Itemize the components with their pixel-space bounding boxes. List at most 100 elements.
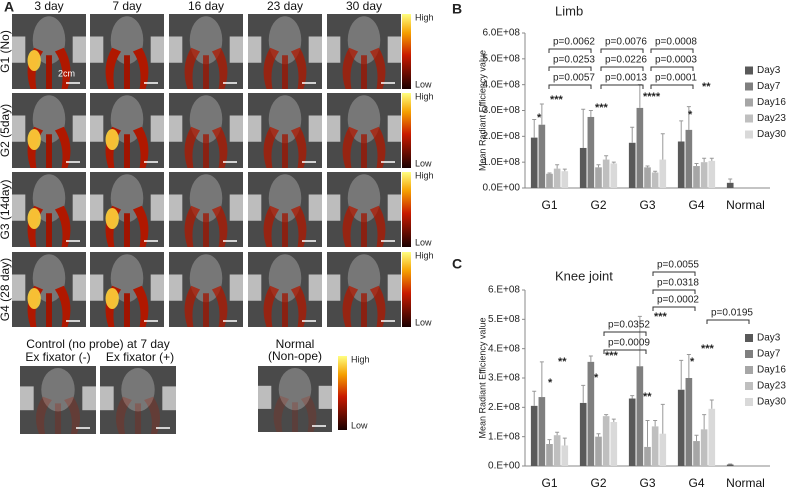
scale-label: 2cm [58, 68, 75, 78]
tile-pad [90, 36, 104, 63]
signal [54, 205, 71, 247]
signal [369, 205, 386, 247]
tile-pad [327, 36, 341, 63]
y-tick-label: 6.0E+08 [482, 28, 520, 39]
signal [290, 205, 307, 247]
signal [211, 47, 228, 89]
error-bar [728, 463, 733, 465]
tile-pad [12, 115, 26, 142]
bar [726, 464, 734, 466]
error-bar [604, 414, 609, 417]
signal [342, 205, 359, 247]
x-tick-label: G1 [541, 198, 557, 212]
bar [628, 142, 636, 188]
image-tile [20, 366, 96, 434]
chart-title: Limb [555, 3, 583, 18]
y-tick-label: 1.E+08 [488, 431, 520, 442]
tile-pad [169, 115, 183, 142]
annotation: p=0.0318 [657, 278, 699, 289]
signal [282, 213, 288, 247]
annotation: ** [643, 391, 652, 403]
bracket [548, 84, 592, 89]
annotation: * [690, 356, 695, 368]
error-bar [637, 84, 642, 108]
error-bar [596, 164, 601, 168]
x-tick-label: G4 [688, 198, 704, 212]
signal [282, 55, 288, 89]
signal [184, 47, 201, 89]
tile-pad [229, 36, 243, 63]
y-tick-label: 2.0E+08 [482, 131, 520, 142]
signal [203, 55, 209, 89]
y-axis-label: Mean Radiant Efficiency value [477, 318, 487, 439]
y-tick-label: 2.E+08 [488, 402, 520, 413]
bar [538, 124, 546, 188]
legend-label: Day3 [757, 65, 781, 76]
error-bar [611, 161, 616, 164]
bracket [548, 66, 592, 71]
error-bar [702, 414, 707, 430]
error-bar [645, 165, 650, 168]
tile-pad [72, 274, 86, 301]
signal [132, 47, 149, 89]
image-tile [12, 172, 86, 247]
tile-pad [20, 386, 34, 411]
bracket [600, 66, 644, 71]
annotation: p=0.0062 [553, 37, 595, 48]
bar [693, 441, 700, 466]
row-label: G3 (14day) [0, 179, 12, 239]
signal [361, 55, 367, 89]
y-tick-label: 4.E+08 [488, 343, 520, 354]
tile-pad [229, 274, 243, 301]
signal [361, 134, 367, 168]
error-bar [539, 103, 544, 125]
signal [369, 126, 386, 168]
color-bar-high: High [415, 250, 434, 260]
image-tile [248, 252, 322, 327]
signal [134, 403, 142, 434]
bar [587, 361, 595, 466]
image-tile [327, 252, 401, 327]
legend-swatch [745, 66, 753, 75]
legend-swatch [745, 350, 753, 358]
annotation: p=0.0013 [605, 73, 647, 84]
body [278, 367, 312, 411]
signal [203, 134, 209, 168]
annotation: ** [558, 356, 567, 368]
tile-pad [169, 36, 183, 63]
image-tile [90, 172, 164, 247]
legend-label: Day16 [757, 97, 786, 108]
color-bar [402, 172, 411, 247]
bar [530, 405, 538, 466]
tile-pad [150, 36, 164, 63]
tile-pad [387, 36, 401, 63]
panel-label: C [452, 256, 462, 272]
bar [546, 444, 553, 466]
column-label: 3 day [34, 0, 63, 13]
bracket [706, 319, 750, 324]
tile-pad [387, 115, 401, 142]
signal [290, 126, 307, 168]
y-tick-label: 0.E+00 [488, 461, 520, 472]
bar [546, 173, 553, 188]
x-tick-label: G2 [590, 198, 606, 212]
bar [685, 378, 693, 466]
signal [132, 285, 149, 327]
annotation: ** [702, 81, 711, 93]
bracket [652, 271, 696, 276]
signal [54, 47, 71, 89]
error-bar [660, 133, 665, 160]
legend-swatch [745, 130, 753, 139]
tile-pad [150, 194, 164, 221]
bar [700, 162, 708, 188]
normal-label: (Non-ope) [268, 349, 322, 363]
panel-label: A [4, 0, 14, 15]
bar [579, 402, 587, 466]
signal [105, 47, 122, 89]
y-tick-label: 4.0E+08 [482, 79, 520, 90]
color-bar-high: High [351, 354, 370, 364]
color-bar-high: High [415, 170, 434, 180]
bar [651, 426, 659, 466]
legend-label: Day23 [757, 381, 786, 392]
legend-swatch [745, 98, 753, 107]
